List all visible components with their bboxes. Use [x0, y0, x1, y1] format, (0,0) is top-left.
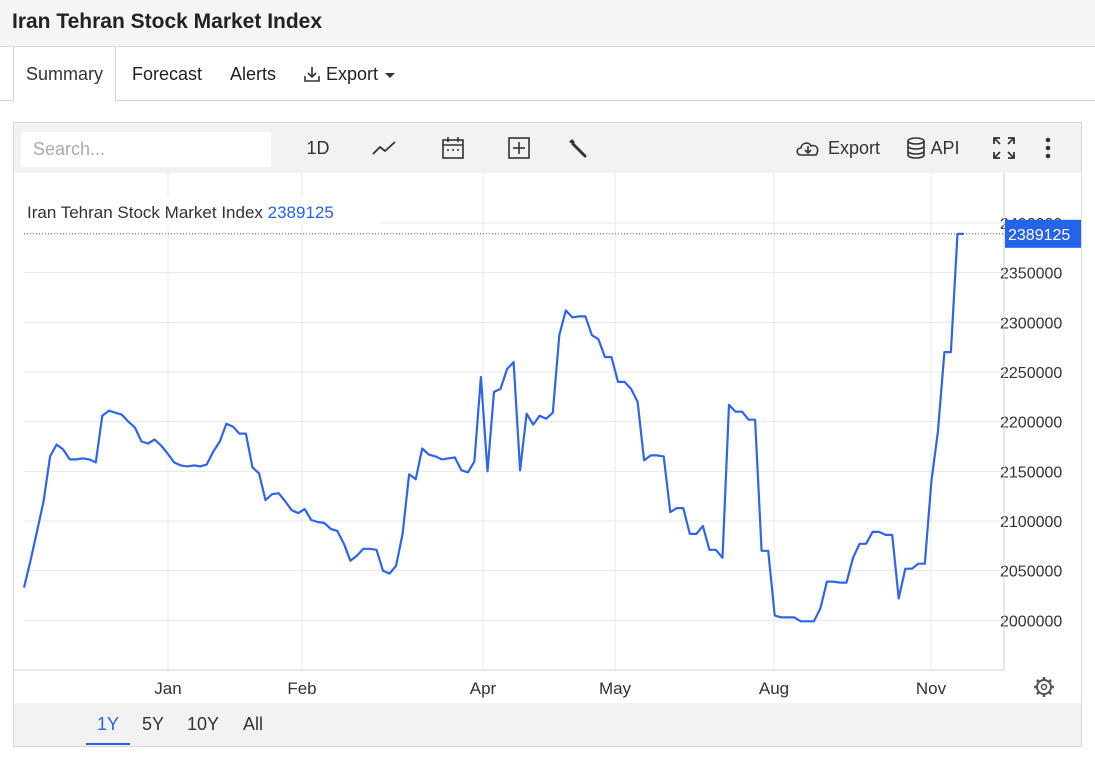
interval-button[interactable]: 1D	[306, 137, 330, 158]
chart-area[interactable]: 2000000 2050000 2100000 2150000 2200000 22500…	[14, 173, 1081, 703]
api-button-label: API	[930, 137, 960, 158]
chart-toolbar: 1D	[14, 123, 1081, 173]
x-tick-label: May	[599, 679, 632, 698]
export-button-label: Export	[827, 137, 881, 158]
chevron-down-icon	[385, 72, 396, 78]
x-tick-label: Nov	[916, 679, 947, 698]
page-title: Iran Tehran Stock Market Index	[12, 10, 323, 33]
x-tick-label: Apr	[470, 679, 497, 698]
download-icon	[304, 67, 320, 82]
page-header: Iran Tehran Stock Market Index	[0, 0, 1095, 47]
tab-export-label: Export	[326, 64, 379, 84]
tab-export[interactable]: Export	[302, 47, 396, 101]
x-tick-label: Aug	[759, 679, 789, 698]
range-10y[interactable]: 10Y	[187, 714, 220, 734]
wrench-icon[interactable]	[564, 133, 590, 163]
last-value-label: 2389125	[1008, 227, 1070, 244]
database-icon	[907, 137, 926, 159]
y-tick-label: 2200000	[1000, 415, 1062, 432]
search-input[interactable]	[21, 132, 271, 167]
nav-tabs: Summary Forecast Alerts Export	[0, 47, 1095, 102]
y-tick-label: 2000000	[1000, 613, 1062, 630]
add-indicator-icon[interactable]	[506, 133, 532, 163]
y-tick-label: 2050000	[1000, 564, 1062, 581]
y-tick-label: 2250000	[1000, 365, 1062, 382]
tab-summary[interactable]: Summary	[13, 47, 117, 102]
range-selector: 1Y 5Y 10Y All	[14, 703, 1081, 746]
last-value-badge	[1005, 219, 1081, 248]
range-1y[interactable]: 1Y	[86, 703, 130, 745]
y-tick-label: 2350000	[1000, 266, 1062, 283]
legend-box	[24, 197, 380, 225]
line-chart-icon[interactable]	[369, 133, 399, 163]
series-line	[22, 232, 965, 623]
line-chart[interactable]: 2000000 2050000 2100000 2150000 2200000 22500…	[14, 173, 1081, 703]
y-tick-label: 2150000	[1000, 464, 1062, 481]
legend-label: Iran Tehran Stock Market Index 2389125	[27, 203, 334, 222]
api-button[interactable]: API	[905, 133, 961, 163]
fullscreen-icon[interactable]	[991, 133, 1017, 163]
more-options-icon[interactable]	[1038, 133, 1058, 163]
y-tick-label: 2100000	[1000, 514, 1062, 531]
y-tick-label: 2300000	[1000, 315, 1062, 332]
chart-panel: 1D	[13, 122, 1082, 747]
calendar-icon[interactable]	[440, 133, 466, 163]
x-tick-label: Jan	[154, 679, 181, 698]
cloud-download-icon	[796, 142, 819, 156]
tab-alerts[interactable]: Alerts	[230, 64, 277, 84]
legend-value: 2389125	[268, 203, 334, 222]
x-tick-label: Feb	[287, 679, 316, 698]
tab-forecast[interactable]: Forecast	[132, 64, 203, 84]
range-all[interactable]: All	[243, 714, 264, 734]
range-5y[interactable]: 5Y	[142, 714, 165, 734]
settings-gear-icon[interactable]	[1034, 677, 1054, 697]
export-button[interactable]: Export	[791, 133, 883, 163]
